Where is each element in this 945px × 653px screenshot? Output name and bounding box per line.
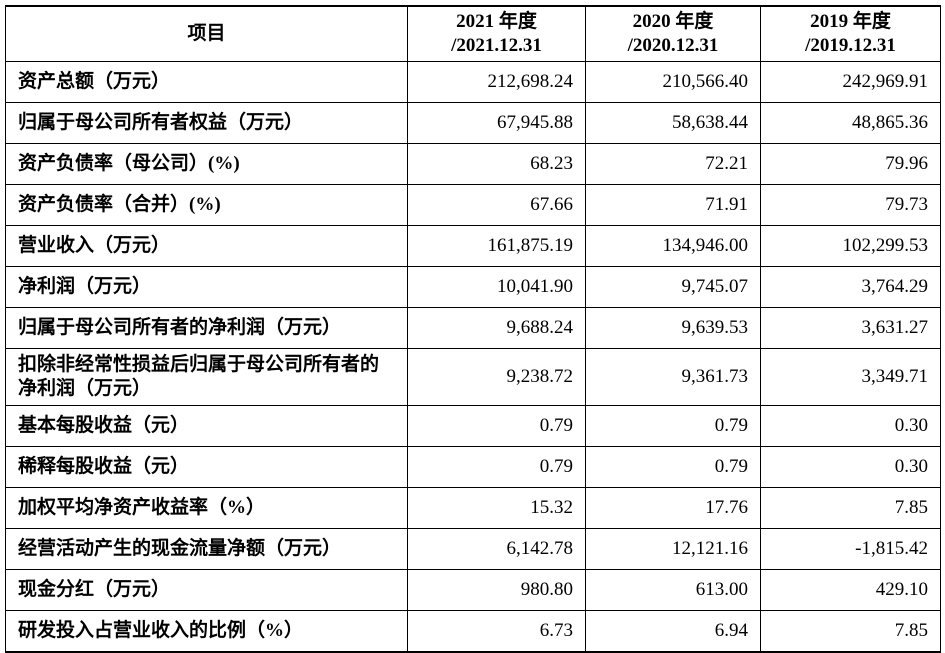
cell-value: 0.79 bbox=[585, 446, 761, 488]
cell-value: 0.30 bbox=[760, 446, 941, 488]
cell-value: 3,349.71 bbox=[760, 348, 941, 406]
cell-value: 0.79 bbox=[585, 405, 761, 447]
cell-value: 9,688.24 bbox=[407, 307, 586, 349]
table-row: 净利润（万元） 10,041.90 9,745.07 3,764.29 bbox=[5, 266, 941, 308]
row-label: 净利润（万元） bbox=[5, 266, 408, 308]
header-cell: 2020 年度/2020.12.31 bbox=[585, 5, 761, 62]
row-label: 归属于母公司所有者的净利润（万元） bbox=[5, 307, 408, 349]
row-label: 资产总额（万元） bbox=[5, 61, 408, 103]
cell-value: 6.94 bbox=[585, 610, 761, 653]
row-label: 现金分红（万元） bbox=[5, 569, 408, 611]
cell-value: 15.32 bbox=[407, 487, 586, 529]
row-label: 稀释每股收益（元） bbox=[5, 446, 408, 488]
financial-table: 项目 2021 年度/2021.12.31 2020 年度/2020.12.31 20… bbox=[5, 5, 941, 653]
table-container: 项目 2021 年度/2021.12.31 2020 年度/2020.12.31 20… bbox=[5, 5, 941, 653]
cell-value: 79.73 bbox=[760, 184, 941, 226]
table-row: 经营活动产生的现金流量净额（万元） 6,142.78 12,121.16 -1,815… bbox=[5, 528, 941, 570]
cell-value: 9,361.73 bbox=[585, 348, 761, 406]
cell-value: 12,121.16 bbox=[585, 528, 761, 570]
cell-value: 79.96 bbox=[760, 143, 941, 185]
cell-value: 0.30 bbox=[760, 405, 941, 447]
row-label: 归属于母公司所有者权益（万元） bbox=[5, 102, 408, 144]
cell-value: 212,698.24 bbox=[407, 61, 586, 103]
row-label: 营业收入（万元） bbox=[5, 225, 408, 267]
header-cell: 2019 年度/2019.12.31 bbox=[760, 5, 941, 62]
cell-value: 0.79 bbox=[407, 405, 586, 447]
cell-value: 10,041.90 bbox=[407, 266, 586, 308]
row-label: 经营活动产生的现金流量净额（万元） bbox=[5, 528, 408, 570]
header-text: /2021.12.31 bbox=[451, 35, 542, 56]
row-label: 基本每股收益（元） bbox=[5, 405, 408, 447]
table-row: 归属于母公司所有者权益（万元） 67,945.88 58,638.44 48,865.… bbox=[5, 102, 941, 144]
cell-value: 102,299.53 bbox=[760, 225, 941, 267]
cell-value: 58,638.44 bbox=[585, 102, 761, 144]
cell-value: 429.10 bbox=[760, 569, 941, 611]
table-row: 现金分红（万元） 980.80 613.00 429.10 bbox=[5, 569, 941, 611]
table-row: 稀释每股收益（元） 0.79 0.79 0.30 bbox=[5, 446, 941, 488]
row-label: 资产负债率（母公司）(%) bbox=[5, 143, 408, 185]
cell-value: 3,764.29 bbox=[760, 266, 941, 308]
table-row: 营业收入（万元） 161,875.19 134,946.00 102,299.53 bbox=[5, 225, 941, 267]
table-row: 归属于母公司所有者的净利润（万元） 9,688.24 9,639.53 3,631.2… bbox=[5, 307, 941, 349]
table-row: 资产负债率（母公司）(%) 68.23 72.21 79.96 bbox=[5, 143, 941, 185]
row-label: 加权平均净资产收益率（%） bbox=[5, 487, 408, 529]
cell-value: 3,631.27 bbox=[760, 307, 941, 349]
table-row: 资产负债率（合并）(%) 67.66 71.91 79.73 bbox=[5, 184, 941, 226]
table-body: 资产总额（万元） 212,698.24 210,566.40 242,969.91 归属… bbox=[5, 61, 941, 653]
table-row: 扣除非经常性损益后归属于母公司所有者的净利润（万元） 9,238.72 9,361.… bbox=[5, 348, 941, 406]
cell-value: 48,865.36 bbox=[760, 102, 941, 144]
cell-value: 0.79 bbox=[407, 446, 586, 488]
row-label: 扣除非经常性损益后归属于母公司所有者的净利润（万元） bbox=[5, 348, 408, 406]
table-row: 基本每股收益（元） 0.79 0.79 0.30 bbox=[5, 405, 941, 447]
header-text: 2019 年度 bbox=[810, 11, 891, 32]
cell-value: 6,142.78 bbox=[407, 528, 586, 570]
cell-value: 161,875.19 bbox=[407, 225, 586, 267]
cell-value: 210,566.40 bbox=[585, 61, 761, 103]
cell-value: 6.73 bbox=[407, 610, 586, 653]
cell-value: 7.85 bbox=[760, 487, 941, 529]
cell-value: 9,238.72 bbox=[407, 348, 586, 406]
cell-value: -1,815.42 bbox=[760, 528, 941, 570]
header-row: 项目 2021 年度/2021.12.31 2020 年度/2020.12.31 20… bbox=[5, 5, 941, 62]
cell-value: 9,745.07 bbox=[585, 266, 761, 308]
header-cell: 项目 bbox=[5, 5, 408, 62]
cell-value: 67.66 bbox=[407, 184, 586, 226]
cell-value: 68.23 bbox=[407, 143, 586, 185]
table-row: 研发投入占营业收入的比例（%） 6.73 6.94 7.85 bbox=[5, 610, 941, 653]
header-text: /2019.12.31 bbox=[805, 35, 896, 56]
header-text: 2020 年度 bbox=[632, 11, 714, 32]
table-row: 加权平均净资产收益率（%） 15.32 17.76 7.85 bbox=[5, 487, 941, 529]
cell-value: 980.80 bbox=[407, 569, 586, 611]
row-label: 资产负债率（合并）(%) bbox=[5, 184, 408, 226]
cell-value: 7.85 bbox=[760, 610, 941, 653]
cell-value: 72.21 bbox=[585, 143, 761, 185]
row-label: 研发投入占营业收入的比例（%） bbox=[5, 610, 408, 653]
cell-value: 242,969.91 bbox=[760, 61, 941, 103]
cell-value: 613.00 bbox=[585, 569, 761, 611]
cell-value: 134,946.00 bbox=[585, 225, 761, 267]
table-row: 资产总额（万元） 212,698.24 210,566.40 242,969.91 bbox=[5, 61, 941, 103]
header-text: /2020.12.31 bbox=[627, 35, 719, 56]
cell-value: 67,945.88 bbox=[407, 102, 586, 144]
header-text: 2021 年度 bbox=[456, 11, 537, 32]
cell-value: 9,639.53 bbox=[585, 307, 761, 349]
header-cell: 2021 年度/2021.12.31 bbox=[407, 5, 586, 62]
cell-value: 17.76 bbox=[585, 487, 761, 529]
header-text: 项目 bbox=[187, 23, 226, 44]
cell-value: 71.91 bbox=[585, 184, 761, 226]
